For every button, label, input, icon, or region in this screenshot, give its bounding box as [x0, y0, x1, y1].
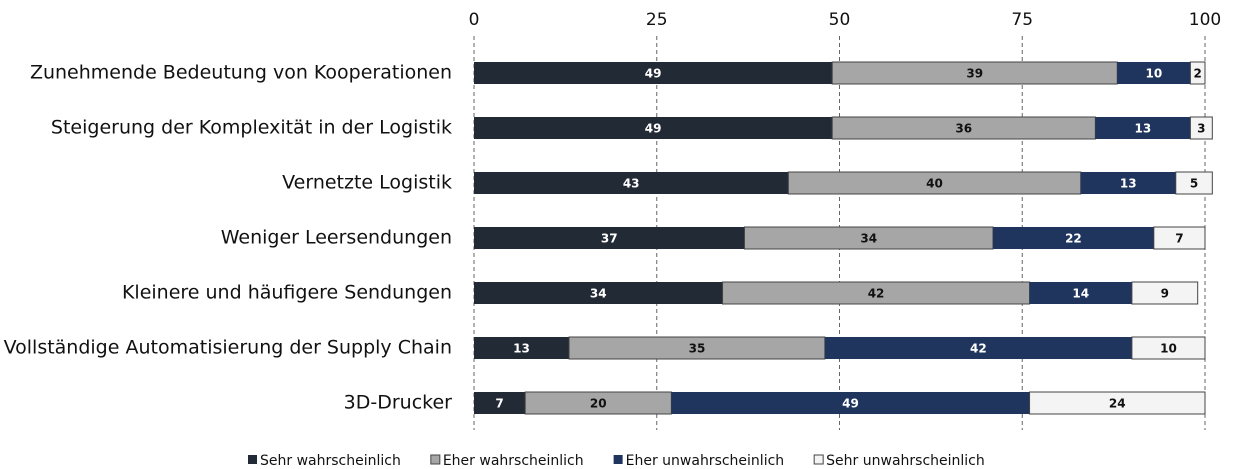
bar-segment	[1189, 116, 1213, 140]
category-label: Vernetzte Logistik	[282, 172, 452, 194]
value-label: 36	[955, 122, 972, 136]
value-label: 13	[1120, 177, 1137, 191]
value-label: 9	[1161, 287, 1169, 301]
value-label: 35	[689, 342, 706, 356]
bar-segment	[474, 337, 570, 359]
value-label: 2	[1194, 67, 1202, 81]
legend-label: Eher wahrscheinlich	[443, 453, 584, 469]
value-label: 34	[860, 232, 877, 246]
value-label: 34	[590, 287, 607, 301]
legend-label: Eher unwahrscheinlich	[626, 453, 785, 469]
bar-segment	[1029, 391, 1206, 415]
value-label: 49	[645, 122, 662, 136]
bar-segment	[993, 227, 1154, 249]
bar-segment	[1131, 281, 1199, 305]
value-label: 37	[601, 232, 618, 246]
bar-segment	[1153, 226, 1206, 250]
bar-segment	[824, 337, 1132, 359]
bar-segment	[1095, 117, 1191, 139]
value-label: 24	[1109, 397, 1126, 411]
value-label: 10	[1145, 67, 1162, 81]
bar-segment	[474, 172, 789, 194]
bar-segment	[1189, 61, 1206, 85]
value-label: 40	[926, 177, 943, 191]
bar-segment	[1029, 282, 1132, 304]
value-label: 14	[1072, 287, 1089, 301]
bar-segment	[1175, 171, 1213, 195]
value-label: 39	[966, 67, 983, 81]
value-label: 13	[1135, 122, 1152, 136]
value-label: 10	[1160, 342, 1177, 356]
bar-segment	[474, 392, 526, 414]
category-label: Zunehmende Bedeutung von Kooperationen	[30, 62, 452, 84]
category-label: Vollständige Automatisierung der Supply …	[4, 337, 452, 359]
x-tick-label: 50	[829, 10, 851, 30]
value-label: 42	[868, 287, 885, 301]
value-label: 13	[513, 342, 530, 356]
bar-segment	[722, 281, 1031, 305]
value-label: 7	[1175, 232, 1183, 246]
legend-swatch	[248, 455, 257, 464]
value-label: 22	[1065, 232, 1082, 246]
bar-segment	[671, 392, 1030, 414]
bar-segment	[1117, 62, 1191, 84]
value-label: 49	[645, 67, 662, 81]
value-label: 3	[1197, 122, 1205, 136]
category-label: Steigerung der Komplexität in der Logist…	[51, 117, 452, 139]
category-label: Kleinere und häufigere Sendungen	[122, 282, 452, 304]
legend-label: Sehr unwahrscheinlich	[826, 453, 985, 469]
legend-swatch	[430, 454, 441, 465]
value-label: 49	[842, 397, 859, 411]
value-label: 7	[495, 397, 503, 411]
value-label: 20	[590, 397, 607, 411]
x-tick-label: 25	[646, 10, 668, 30]
legend-swatch	[613, 455, 623, 464]
bar-segment	[474, 117, 833, 139]
legend-swatch	[813, 454, 824, 465]
bar-segment	[474, 227, 745, 249]
category-label: Weniger Leersendungen	[221, 227, 452, 249]
bar-segment	[474, 62, 833, 84]
x-tick-label: 0	[469, 10, 480, 30]
value-label: 5	[1190, 177, 1198, 191]
legend-label: Sehr wahrscheinlich	[260, 453, 401, 469]
bar-segment	[1080, 172, 1176, 194]
value-label: 43	[623, 177, 640, 191]
x-tick-label: 100	[1189, 10, 1221, 30]
x-tick-label: 75	[1011, 10, 1033, 30]
bar-segment	[474, 282, 723, 304]
category-label: 3D-Drucker	[344, 392, 453, 414]
bar-segment	[743, 226, 994, 250]
bar-segment	[1131, 336, 1206, 360]
value-label: 42	[970, 342, 987, 356]
